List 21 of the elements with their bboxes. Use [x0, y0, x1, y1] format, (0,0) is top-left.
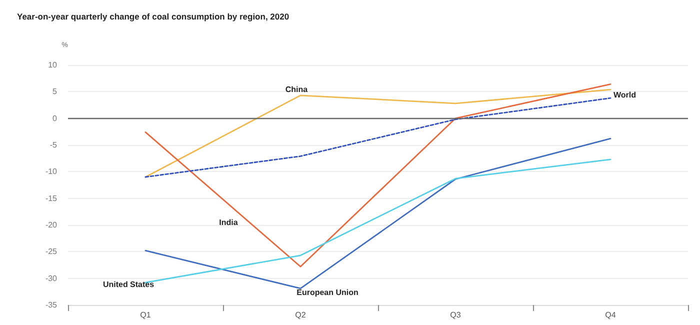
chart-title: Year-on-year quarterly change of coal consumption by region, 2020 — [17, 12, 290, 22]
series-label: India — [219, 218, 238, 228]
y-tick-label: -15 — [45, 194, 58, 203]
series-label: United States — [102, 280, 155, 290]
line-series — [144, 84, 612, 268]
series-label: World — [614, 90, 636, 100]
y-tick-label: -35 — [45, 300, 58, 310]
series-label: China — [285, 84, 308, 94]
y-tick-label: -25 — [45, 247, 58, 256]
y-tick-label: -30 — [45, 274, 58, 283]
y-tick-label: 5 — [52, 87, 58, 96]
x-tick-label: Q1 — [140, 310, 152, 320]
y-tick-label: -20 — [45, 220, 58, 230]
x-tick-label: Q3 — [450, 310, 462, 320]
x-tick-label: Q2 — [295, 310, 306, 320]
y-tick-label: 10 — [48, 60, 58, 70]
x-tick-label: Q4 — [605, 310, 616, 320]
y-tick-label: -10 — [45, 167, 58, 176]
series-label: European Union — [296, 288, 358, 297]
y-tick-label: -5 — [50, 140, 58, 150]
y-tick-label: 0 — [52, 114, 58, 123]
